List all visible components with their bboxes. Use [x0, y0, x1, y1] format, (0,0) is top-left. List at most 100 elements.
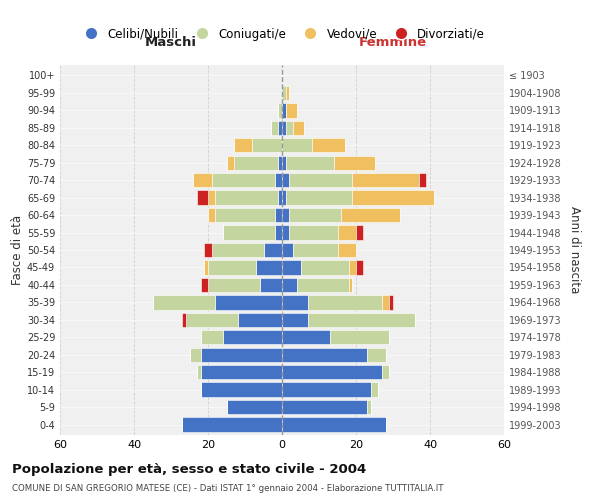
Bar [334, 156, 374, 170]
Text: Popolazione per età, sesso e stato civile - 2004: Popolazione per età, sesso e stato civil… [12, 462, 366, 475]
Bar [301, 260, 349, 274]
Bar [190, 348, 200, 362]
Bar [337, 226, 356, 239]
Bar [223, 226, 275, 239]
Y-axis label: Anni di nascita: Anni di nascita [568, 206, 581, 294]
Bar [275, 226, 282, 239]
Bar [282, 190, 286, 205]
Bar [197, 190, 208, 205]
Bar [293, 120, 304, 135]
Bar [275, 173, 282, 188]
Bar [215, 208, 275, 222]
Bar [215, 190, 278, 205]
Bar [282, 418, 386, 432]
Bar [234, 156, 278, 170]
Bar [215, 295, 282, 310]
Bar [208, 208, 215, 222]
Bar [200, 382, 282, 397]
Bar [238, 312, 282, 327]
Bar [356, 226, 364, 239]
Bar [197, 365, 200, 380]
Bar [282, 365, 382, 380]
Bar [212, 173, 275, 188]
Bar [282, 400, 367, 414]
Bar [282, 173, 289, 188]
Bar [204, 243, 212, 257]
Bar [282, 278, 297, 292]
Bar [200, 348, 282, 362]
Bar [212, 243, 263, 257]
Bar [282, 138, 311, 152]
Text: COMUNE DI SAN GREGORIO MATESE (CE) - Dati ISTAT 1° gennaio 2004 - Elaborazione T: COMUNE DI SAN GREGORIO MATESE (CE) - Dat… [12, 484, 443, 493]
Bar [271, 120, 278, 135]
Bar [286, 103, 297, 118]
Bar [330, 330, 389, 344]
Bar [311, 138, 345, 152]
Bar [352, 173, 419, 188]
Bar [349, 260, 356, 274]
Bar [337, 243, 356, 257]
Bar [182, 418, 282, 432]
Bar [256, 260, 282, 274]
Bar [286, 190, 352, 205]
Bar [282, 103, 286, 118]
Bar [286, 156, 334, 170]
Y-axis label: Fasce di età: Fasce di età [11, 215, 24, 285]
Bar [282, 243, 293, 257]
Bar [253, 138, 282, 152]
Bar [200, 278, 208, 292]
Bar [278, 190, 282, 205]
Bar [289, 173, 352, 188]
Bar [208, 190, 215, 205]
Bar [282, 382, 371, 397]
Bar [282, 312, 308, 327]
Legend: Celibi/Nubili, Coniugati/e, Vedovi/e, Divorziati/e: Celibi/Nubili, Coniugati/e, Vedovi/e, Di… [74, 23, 490, 45]
Bar [308, 295, 382, 310]
Bar [234, 138, 253, 152]
Bar [419, 173, 426, 188]
Bar [286, 120, 293, 135]
Bar [278, 120, 282, 135]
Bar [297, 278, 349, 292]
Bar [200, 330, 223, 344]
Bar [282, 348, 367, 362]
Text: Femmine: Femmine [359, 36, 427, 50]
Bar [356, 260, 364, 274]
Bar [282, 260, 301, 274]
Bar [382, 295, 389, 310]
Bar [263, 243, 282, 257]
Bar [293, 243, 337, 257]
Bar [286, 86, 289, 100]
Bar [289, 208, 341, 222]
Bar [341, 208, 400, 222]
Bar [278, 156, 282, 170]
Text: Maschi: Maschi [145, 36, 197, 50]
Bar [282, 295, 308, 310]
Bar [308, 312, 415, 327]
Bar [227, 400, 282, 414]
Bar [289, 226, 337, 239]
Bar [260, 278, 282, 292]
Bar [282, 226, 289, 239]
Bar [182, 312, 186, 327]
Bar [367, 400, 371, 414]
Bar [371, 382, 378, 397]
Bar [208, 278, 260, 292]
Bar [208, 260, 256, 274]
Bar [282, 156, 286, 170]
Bar [186, 312, 238, 327]
Bar [152, 295, 215, 310]
Bar [367, 348, 386, 362]
Bar [282, 86, 286, 100]
Bar [382, 365, 389, 380]
Bar [389, 295, 393, 310]
Bar [278, 103, 282, 118]
Bar [227, 156, 234, 170]
Bar [204, 260, 208, 274]
Bar [223, 330, 282, 344]
Bar [352, 190, 434, 205]
Bar [193, 173, 212, 188]
Bar [349, 278, 352, 292]
Bar [282, 120, 286, 135]
Bar [200, 365, 282, 380]
